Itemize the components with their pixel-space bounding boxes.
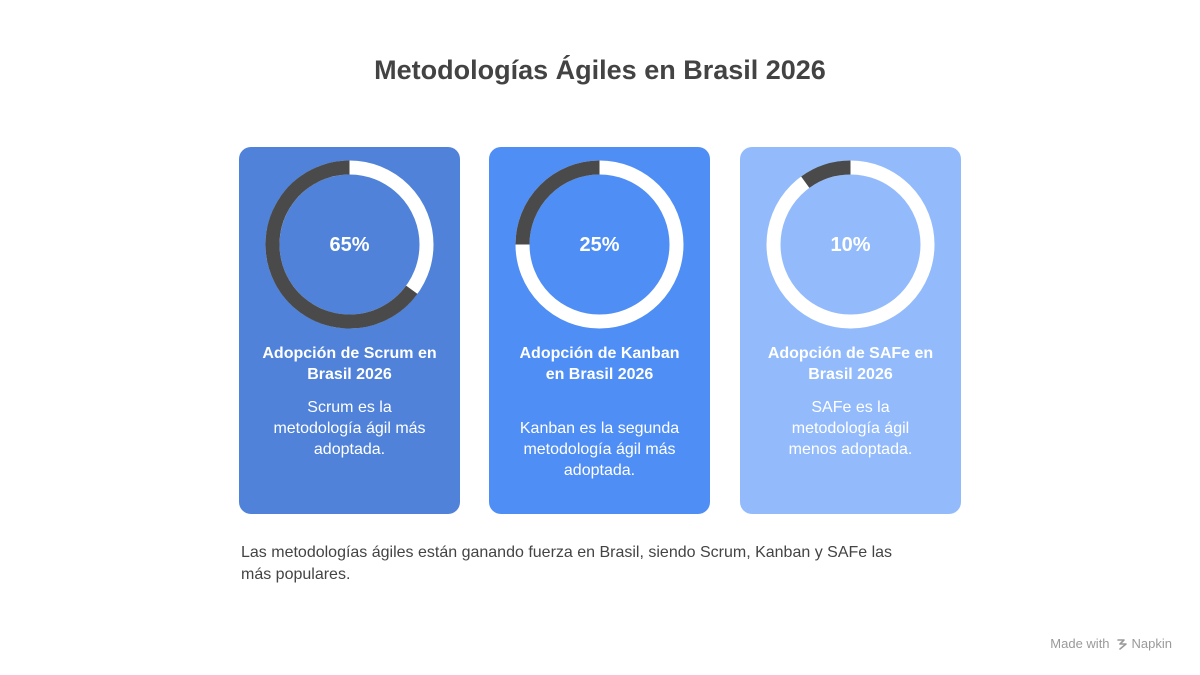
summary-text: Las metodologías ágiles están ganando fu…	[241, 544, 893, 583]
made-with-napkin[interactable]: Made with Napkin	[1050, 636, 1172, 651]
donut-chart-kanban: 25%	[515, 160, 684, 329]
card-kanban: 25% Adopción de Kanban en Brasil 2026 Ka…	[489, 147, 710, 514]
card-scrum: 65% Adopción de Scrum en Brasil 2026 Scr…	[239, 147, 460, 514]
card-title-kanban: Adopción de Kanban en Brasil 2026	[519, 345, 680, 383]
donut-value-safe	[801, 160, 851, 189]
donut-label-kanban: 25%	[579, 234, 619, 256]
card-desc-safe: SAFe es la metodología ágil menos adopta…	[788, 399, 913, 458]
card-safe: 10% Adopción de SAFe en Brasil 2026 SAFe…	[740, 147, 961, 514]
donut-chart-scrum: 65%	[265, 160, 434, 329]
card-desc-scrum: Scrum es la metodología ágil más adoptad…	[273, 399, 426, 458]
card-desc-kanban: Kanban es la segunda metodología ágil má…	[519, 420, 680, 479]
donut-label-scrum: 65%	[329, 234, 369, 256]
footer-prefix: Made with	[1050, 636, 1110, 651]
napkin-logo-icon	[1116, 638, 1127, 650]
page-title: Metodologías Ágiles en Brasil 2026	[374, 55, 826, 85]
donut-value-scrum	[265, 160, 418, 329]
donut-value-kanban	[515, 160, 600, 245]
card-title-safe: Adopción de SAFe en Brasil 2026	[767, 345, 934, 383]
donut-chart-safe: 10%	[766, 160, 935, 329]
card-title-scrum: Adopción de Scrum en Brasil 2026	[262, 345, 437, 383]
donut-label-safe: 10%	[830, 234, 870, 256]
cards-container: 65% Adopción de Scrum en Brasil 2026 Scr…	[239, 147, 961, 514]
footer-brand: Napkin	[1131, 636, 1172, 651]
